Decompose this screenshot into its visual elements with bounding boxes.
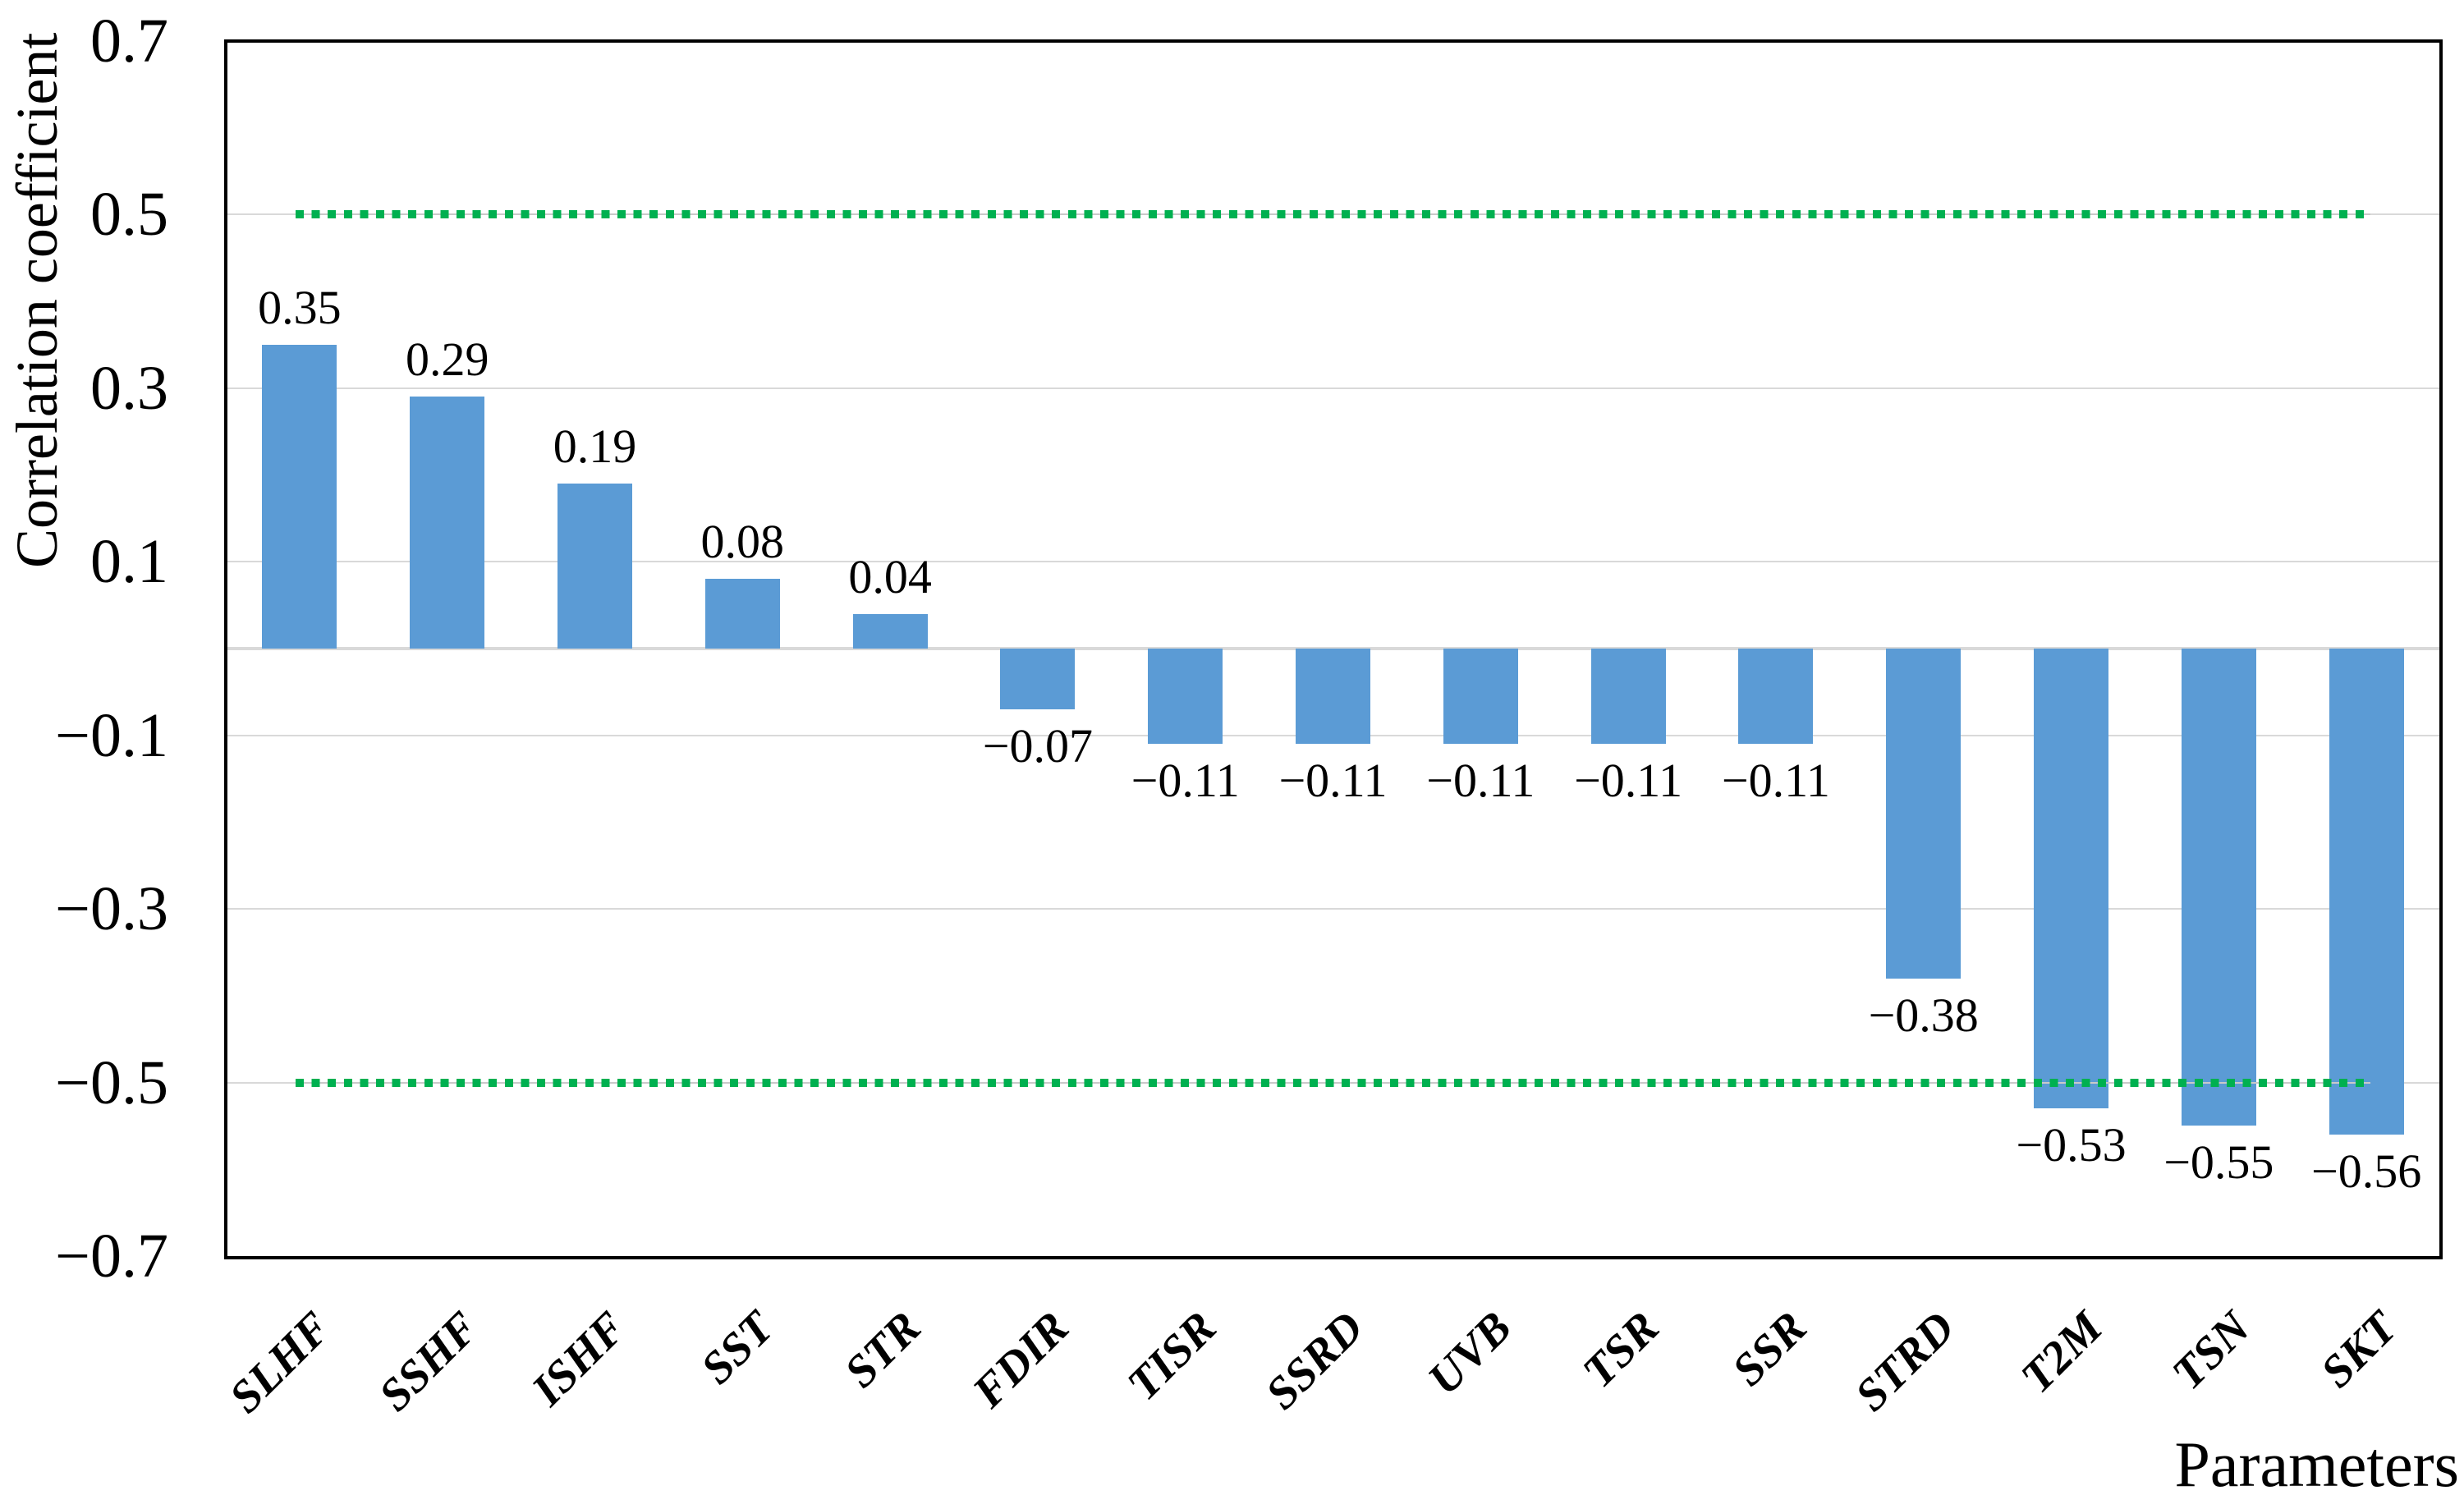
bar-value-label-SSHF: 0.29 [405,332,489,387]
y-tick-label-−0.7: −0.7 [55,1222,168,1291]
bar-value-label-TISR: −0.11 [1131,754,1240,808]
bar-ISHF [557,484,632,649]
bar-SSR [1738,649,1814,745]
x-category-label-SKT: SKT [2311,1301,2407,1398]
y-tick-label-0.7: 0.7 [90,7,168,76]
x-category-label-SLHF: SLHF [219,1301,341,1424]
bar-SKT [2329,649,2404,1135]
y-tick-label-0.3: 0.3 [90,353,168,423]
significance-dotted-line-0.5 [295,210,2371,219]
bar-TISR [1148,649,1223,745]
bar-value-label-SSRD: −0.11 [1278,754,1388,808]
significance-dotted-line--0.5 [295,1078,2371,1087]
bar-T2M [2034,649,2108,1109]
x-category-label-TSN: TSN [2162,1301,2260,1400]
x-category-label-UVB: UVB [1418,1301,1522,1406]
bar-SSRD [1296,649,1370,745]
x-category-label-SSR: SSR [1723,1301,1817,1396]
y-tick-label-0.1: 0.1 [90,527,168,597]
bar-value-label-SST: 0.08 [700,515,785,569]
y-tick-label-−0.5: −0.5 [55,1048,168,1117]
y-tick-label-−0.3: −0.3 [55,874,168,944]
bar-value-label-SSR: −0.11 [1721,754,1830,808]
bar-value-label-SKT: −0.56 [2310,1144,2422,1198]
x-category-label-TISR: TISR [1117,1301,1227,1410]
bar-value-label-T2M: −0.53 [2016,1118,2127,1172]
bar-SLHF [262,345,337,649]
gridline-0.3 [226,388,2440,389]
bar-value-label-STRD: −0.38 [1868,988,1979,1042]
x-category-label-SSHF: SSHF [369,1301,489,1421]
bar-TSR [1590,649,1666,745]
bar-value-label-UVB: −0.11 [1426,754,1535,808]
bar-value-label-SLHF: 0.35 [258,281,342,334]
gridline-−0.3 [226,908,2440,910]
bar-STR [852,613,928,649]
x-category-label-STRD: STRD [1845,1301,1965,1421]
bar-value-label-FDIR: −0.07 [982,719,1093,773]
bar-value-label-TSN: −0.55 [2163,1135,2274,1190]
x-category-label-STR: STR [835,1301,931,1398]
x-category-label-TSR: TSR [1573,1301,1669,1398]
x-category-label-FDIR: FDIR [962,1301,1079,1418]
y-tick-label-−0.1: −0.1 [55,700,168,770]
bar-value-label-TSR: −0.11 [1574,754,1683,808]
bar-SST [704,579,780,649]
y-axis-title: Correlation coefficient [4,32,70,568]
x-axis-title: Parameters [2174,1429,2459,1495]
bar-TSN [2181,649,2256,1126]
gridline-0.1 [226,561,2440,562]
x-category-label-T2M: T2M [2011,1301,2113,1403]
y-tick-label-0.5: 0.5 [90,180,168,250]
x-category-label-ISHF: ISHF [521,1301,636,1416]
bar-SSHF [410,397,485,649]
bar-STRD [1886,649,1962,979]
bar-value-label-STR: 0.04 [848,549,932,603]
x-category-label-SSRD: SSRD [1256,1301,1374,1419]
bar-value-label-ISHF: 0.19 [553,420,637,474]
x-category-label-SST: SST [691,1301,784,1394]
bar-FDIR [1000,649,1076,709]
bar-UVB [1443,649,1518,745]
